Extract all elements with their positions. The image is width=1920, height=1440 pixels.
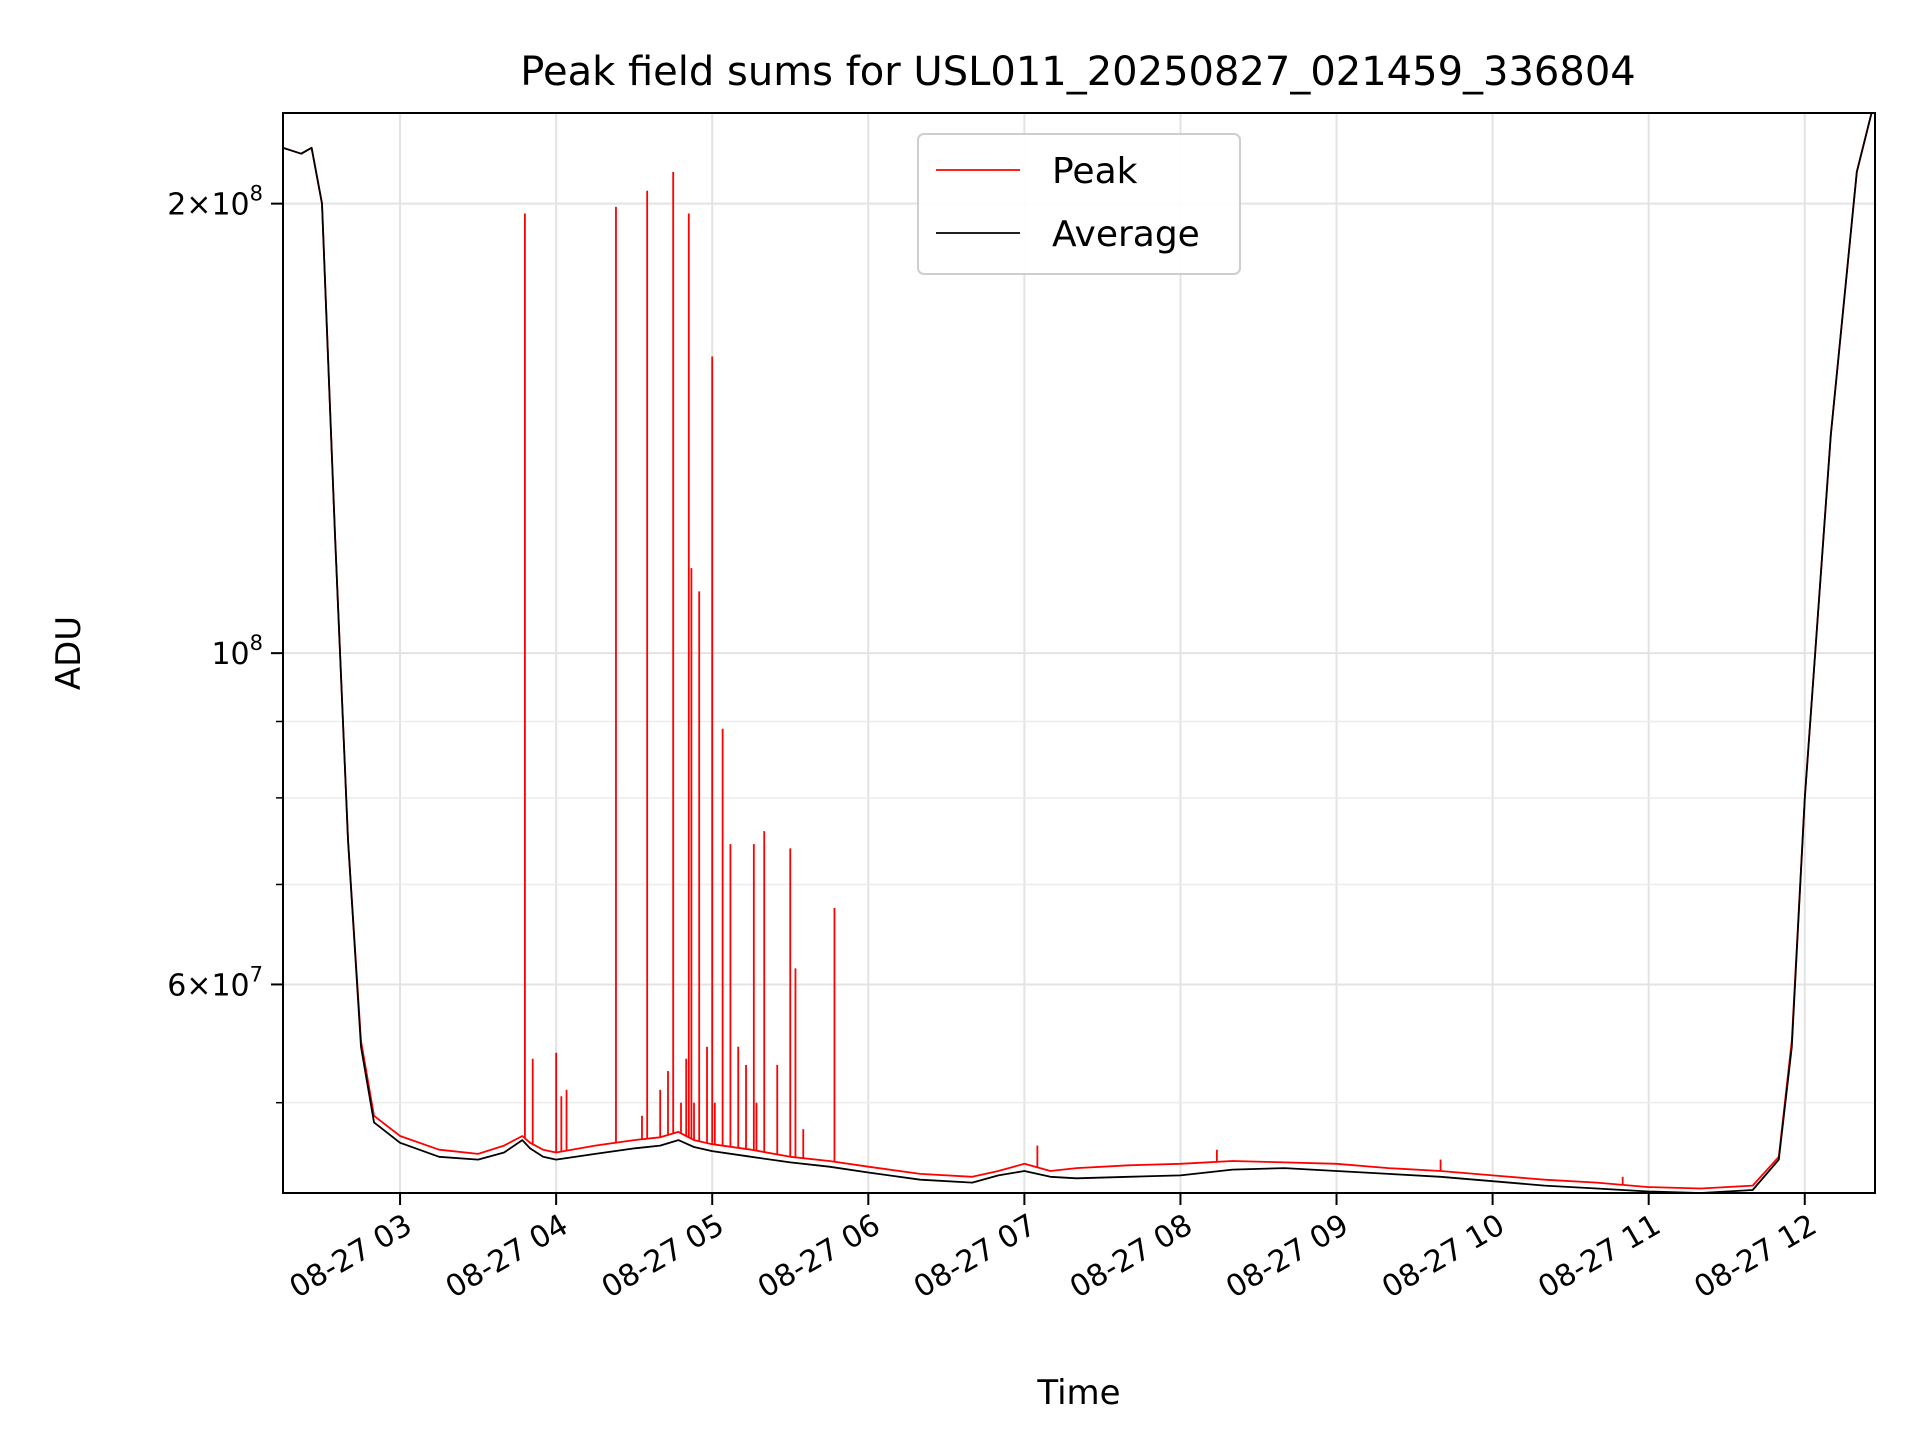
- chart-title: Peak field sums for USL011_20250827_0214…: [520, 49, 1635, 95]
- legend-label-peak: Peak: [1052, 151, 1138, 192]
- y-tick-label: 108: [211, 631, 263, 672]
- x-axis-label: Time: [1036, 1373, 1120, 1413]
- series-line-peak: [283, 113, 1873, 1190]
- legend-box: [917, 133, 1241, 275]
- y-axis-label: ADU: [49, 616, 89, 690]
- legend: Peak Average: [917, 133, 1241, 275]
- legend-label-average: Average: [1052, 214, 1200, 255]
- y-tick-label: 6×107: [167, 962, 263, 1003]
- series-line-average: [283, 113, 1873, 1193]
- y-axis: 2×108 108 6×107: [167, 182, 283, 1104]
- series-layer: [283, 113, 1873, 1193]
- y-tick-label: 2×108: [167, 182, 263, 223]
